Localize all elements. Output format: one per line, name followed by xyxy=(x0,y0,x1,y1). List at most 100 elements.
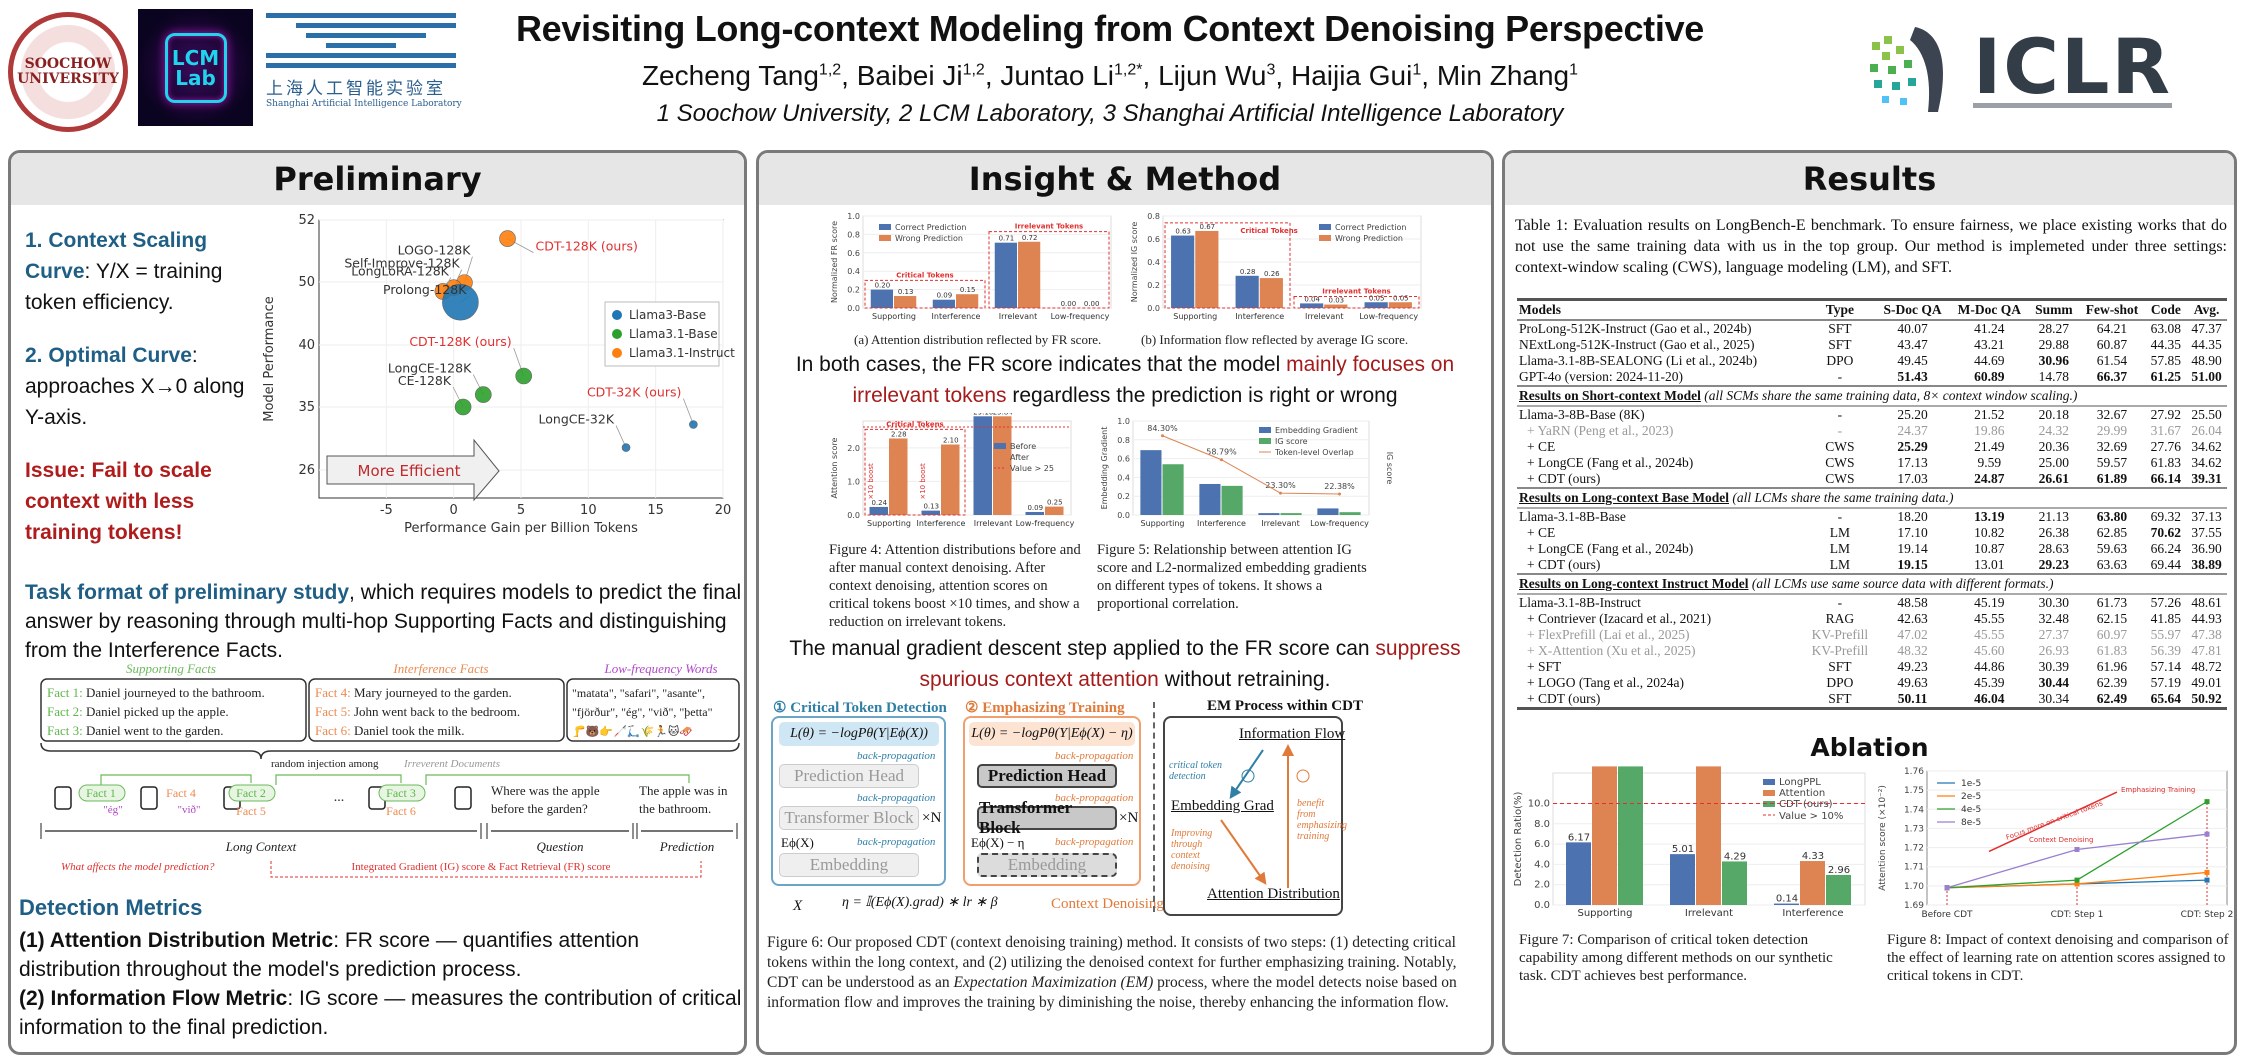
legend-marker xyxy=(612,329,622,339)
y-tick-label: 0.6 xyxy=(847,249,860,258)
score-cell: 59.57 xyxy=(2096,454,2128,470)
interference-facts-title: Interference Facts xyxy=(392,663,488,676)
fact-label: Fact 3: xyxy=(47,723,86,738)
y-tick-label: 26 xyxy=(298,463,315,478)
bar-value-label: 4.33 xyxy=(1802,851,1824,862)
irrelevant-tokens-label: Irrelevant Tokens xyxy=(1322,288,1390,296)
low-frequency-emoji: 🦵🐻👉🦯🛴🌾🏃🐱🛷 xyxy=(572,724,693,738)
bar xyxy=(1774,903,1799,905)
score-cell: 25.00 xyxy=(2038,454,2070,470)
score-cell: 32.48 xyxy=(2038,610,2070,626)
insight-text-2a: The manual gradient descent step applied… xyxy=(789,637,1376,660)
score-cell: 41.85 xyxy=(2150,610,2182,626)
table-row: + SFT SFT 49.23 44.86 30.39 61.96 57.14 48.72 xyxy=(1517,659,2227,675)
preliminary-points: 1. Context Scaling Curve: Y/X = training… xyxy=(25,225,265,570)
model-cell: + LongCE (Fang et al., 2024b) xyxy=(1527,454,1694,470)
irrelevant-tokens-box xyxy=(1293,296,1420,309)
bar-value-label: 0.63 xyxy=(1175,228,1191,236)
author-list: Zecheng Tang1,2, Baibei Ji1,2, Juntao Li… xyxy=(641,60,1579,91)
series-marker xyxy=(2074,846,2080,852)
score-cell: 47.81 xyxy=(2191,642,2222,658)
critical-tokens-box xyxy=(864,428,966,516)
score-cell: 63.08 xyxy=(2150,320,2182,336)
bar xyxy=(921,510,940,515)
metric1-text: : FR score — quantifies attention distri… xyxy=(19,929,640,981)
score-cell: 34.62 xyxy=(2191,438,2222,454)
series-marker xyxy=(1944,885,1950,891)
score-cell: 10.87 xyxy=(1974,540,2005,556)
results-table: Models Type S-Doc QA M-Doc QA Summ Few-shot Co… xyxy=(1517,298,2227,710)
score-cell: 44.35 xyxy=(2150,336,2182,352)
metric-attention-distribution: (1) Attention Distribution Metric: FR sc… xyxy=(19,926,744,984)
bar-value-label: 0.09 xyxy=(1027,504,1043,512)
y-tick-label: 50 xyxy=(298,275,315,290)
embedding-gradient-chart: 0.0 0.2 0.4 0.6 0.8 1.0 Embedding Gradient Supp… xyxy=(1100,417,1394,528)
supporting-fact: Fact 2: Daniel picked up the apple. xyxy=(47,704,229,719)
score-cell: 50.92 xyxy=(2186,690,2227,710)
em-embedding-grad: Embedding Grad xyxy=(1171,798,1274,814)
fact-text: Daniel went to the garden. xyxy=(86,723,224,738)
x-tick-label: Irrelevant xyxy=(999,312,1038,321)
legend-label: Before xyxy=(1010,442,1036,451)
x-tick-label: 20 xyxy=(715,503,732,518)
interference-fact: Fact 6: Daniel took the milk. xyxy=(315,723,464,738)
score-cell: 26.04 xyxy=(2191,422,2222,438)
irrelevant-tokens-label: Irrelevant Tokens xyxy=(1015,223,1083,231)
x-tick-label: -5 xyxy=(380,503,393,518)
metric2-title: (2) Information Flow Metric xyxy=(19,987,288,1010)
legend-threshold-label: Value > 10% xyxy=(1779,811,1843,822)
bar-value-label: 5.01 xyxy=(1672,844,1694,855)
score-cell: 48.32 xyxy=(1897,642,1928,658)
data-point xyxy=(689,420,698,429)
score-cell: 21.52 xyxy=(1974,406,2005,422)
score-cell: 57.19 xyxy=(2150,674,2182,690)
y-tick-label: 1.71 xyxy=(1904,863,1924,873)
fact-pill xyxy=(78,784,126,802)
bar xyxy=(1018,241,1041,308)
lcm-lab-logo: LCM Lab xyxy=(138,9,253,126)
low-frequency-words-1: "matata", "safari", "asante", xyxy=(572,686,705,700)
x-tick-label: 0 xyxy=(450,503,458,518)
score-cell: 69.44 xyxy=(2150,556,2182,572)
metric2-text: : IG score — measures the contribution o… xyxy=(19,987,742,1039)
score-cell: 42.63 xyxy=(1897,610,1928,626)
efficiency-arrow-label: More Efficient xyxy=(358,462,461,480)
bar-value-label: 0.28 xyxy=(1240,268,1256,276)
score-cell: 66.14 xyxy=(2150,470,2182,486)
legend-threshold-label: Value > 25 xyxy=(1010,464,1054,473)
fact-pill xyxy=(378,784,426,802)
x-tick-label: Low-frequency xyxy=(1359,312,1418,321)
point-leader xyxy=(682,398,694,425)
type-cell: LM xyxy=(1829,556,1850,572)
score-cell: 21.13 xyxy=(2038,508,2070,524)
type-cell: CWS xyxy=(1825,470,1855,486)
data-point xyxy=(515,367,532,385)
y-tick-label: 2.0 xyxy=(1534,880,1550,891)
model-cell: + CDT (ours) xyxy=(1527,470,1601,486)
score-cell: 49.01 xyxy=(2191,674,2222,690)
line-point-label: 84.30% xyxy=(1147,424,1178,433)
table-row: + X-Attention (Xu et al., 2025) KV-Prefil… xyxy=(1517,643,2227,659)
score-cell: 61.96 xyxy=(2096,658,2128,674)
type-cell: SFT xyxy=(1828,658,1852,674)
score-cell: 13.19 xyxy=(1974,508,2005,524)
model-cell: + CE xyxy=(1527,438,1556,454)
bar xyxy=(869,506,888,515)
y-tick-label: 1.76 xyxy=(1904,767,1924,777)
step2-backprop-2: back-propagation xyxy=(1055,792,1134,804)
y-axis-label: Detection Ratio(%) xyxy=(1513,792,1524,887)
task-format-title: Task format of preliminary study xyxy=(25,581,350,604)
author-affiliation-sup: 1 xyxy=(1412,61,1422,79)
score-cell: 57.85 xyxy=(2150,352,2182,368)
model-cell: + YaRN (Peng et al., 2023) xyxy=(1527,422,1674,438)
score-cell: 32.69 xyxy=(2096,438,2128,454)
y-tick-label: 0.0 xyxy=(1147,304,1160,313)
legend-line-label: Token-level Overlap xyxy=(1274,448,1354,457)
attention-before-after-chart: 0.0 1.0 2.0 Attention score Supporting 0.24 2.… xyxy=(830,413,1075,528)
score-cell: 30.96 xyxy=(2038,352,2070,368)
model-cell: Llama-3.1-8B-SEALONG (Li et al., 2024b) xyxy=(1519,352,1758,368)
y-tick-label: 1.69 xyxy=(1904,901,1924,911)
legend-swatch xyxy=(879,224,891,230)
bar-value-label: 28.20 xyxy=(1695,765,1724,767)
step1-transformer-block: Transformer Block xyxy=(779,806,919,830)
